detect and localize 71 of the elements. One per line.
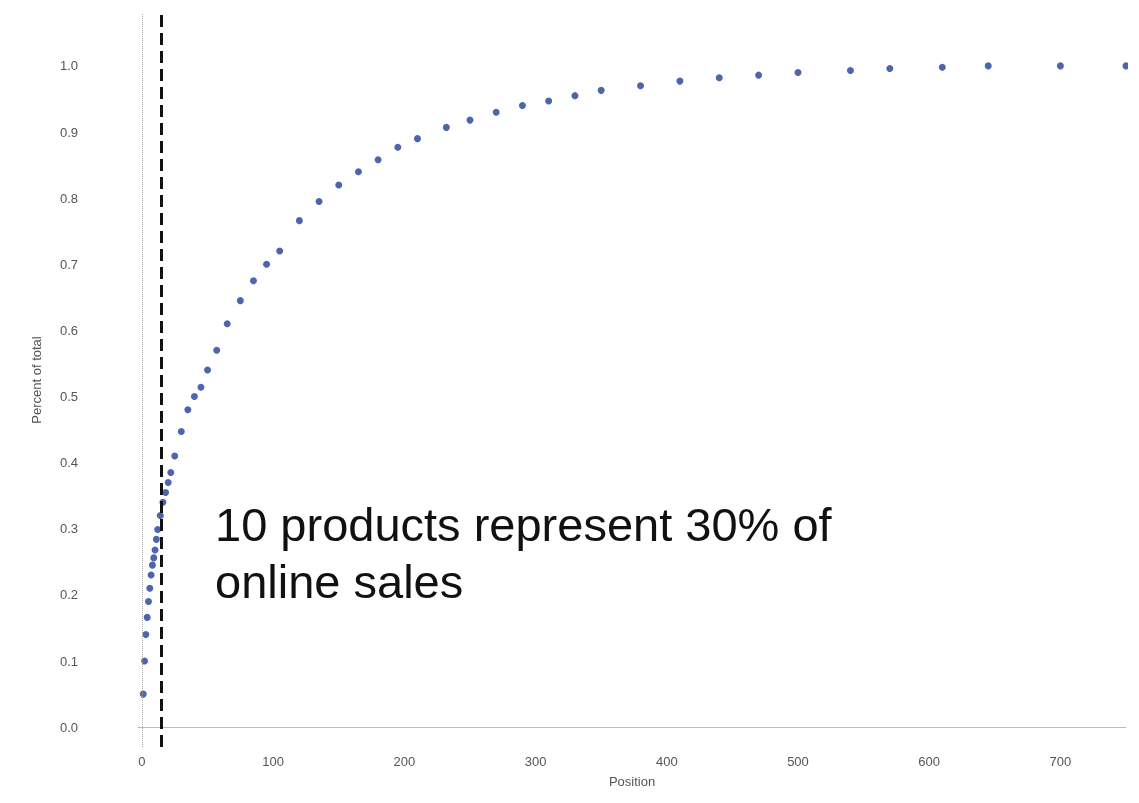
point [204,366,212,374]
point [413,135,421,143]
point [263,260,271,268]
point [886,65,894,73]
point [295,217,303,225]
point [335,181,343,189]
point [938,63,946,71]
point [249,277,257,285]
point [984,62,992,70]
point [197,383,205,391]
point [150,554,158,562]
point [794,69,802,77]
y-tick-label: 0.7 [59,256,78,272]
point [177,428,185,436]
point [1122,62,1128,70]
x-tick-label: 100 [262,754,284,769]
x-axis-title: Position [608,774,656,789]
point [152,535,160,543]
y-tick-label: 0.5 [59,389,78,405]
point [143,613,151,621]
point [236,297,244,305]
point [597,86,605,94]
point [145,598,152,606]
y-tick-label: 0.1 [59,653,78,669]
point [755,71,763,79]
x-tick-label: 500 [787,754,809,769]
point [492,108,500,116]
point [315,197,323,205]
annotation: 10 products represent 30% of online sales [215,498,845,608]
point [374,156,382,164]
y-tick-label: 0.9 [59,124,78,140]
point [171,452,179,460]
point [167,469,175,477]
point [213,346,221,354]
point [184,406,192,414]
x-tick-label: 200 [393,754,416,769]
point [545,97,553,105]
point [154,525,162,533]
y-tick-label: 0.0 [59,719,78,735]
point [846,67,854,75]
y-tick-label: 0.2 [59,587,78,603]
point [518,102,526,110]
point [1056,62,1064,70]
x-tick-label: 0 [138,754,146,769]
point [637,82,645,90]
point [142,631,150,639]
point [141,657,149,665]
y-tick-label: 0.6 [59,322,78,338]
point [146,584,154,592]
point [164,479,172,486]
point [190,393,198,401]
point [676,77,684,85]
point [442,123,450,131]
y-axis-title: Percent of total [29,336,44,424]
point [571,92,579,100]
point [276,247,284,255]
y-tick-label: 0.3 [59,521,78,537]
point [156,512,164,520]
y-tick-label: 0.4 [59,455,78,471]
x-tick-label: 400 [655,754,678,769]
y-tick-label: 1.0 [59,58,78,74]
point [148,561,156,569]
point [147,571,155,579]
x-tick-label: 600 [918,754,941,769]
point [394,143,402,151]
point [354,168,362,176]
x-tick-label: 300 [524,754,547,769]
point [223,320,231,328]
point [715,74,723,82]
y-tick-label: 0.8 [59,190,78,206]
x-tick-label: 700 [1049,754,1072,769]
